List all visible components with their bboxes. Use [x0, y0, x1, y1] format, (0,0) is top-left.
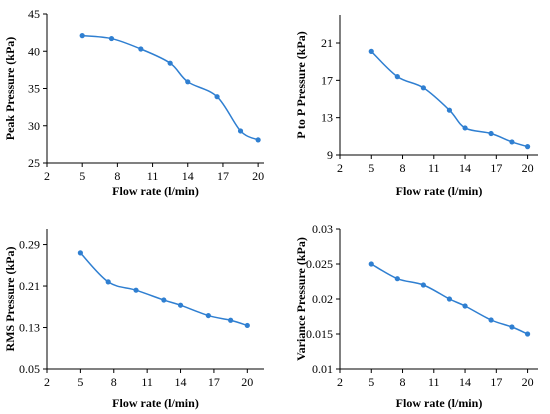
x-tick-label: 14 — [459, 161, 471, 175]
x-tick-label: 14 — [459, 375, 471, 389]
x-tick-label: 17 — [490, 375, 502, 389]
y-tick-label: 35 — [28, 82, 40, 96]
x-tick-label: 20 — [241, 375, 253, 389]
x-tick-label: 11 — [428, 375, 440, 389]
data-point — [446, 296, 453, 302]
x-tick-label: 8 — [111, 375, 117, 389]
y-tick-label: 40 — [28, 44, 40, 58]
x-axis-title: Flow rate (l/min) — [112, 396, 199, 410]
y-axis-title: RMS Pressure (kPa) — [3, 247, 17, 352]
y-tick-label: 17 — [321, 73, 333, 87]
x-tick-label: 14 — [182, 169, 194, 183]
x-tick-label: 14 — [175, 375, 187, 389]
data-point — [108, 35, 115, 42]
data-point — [177, 302, 184, 308]
x-tick-label: 5 — [368, 375, 374, 389]
y-axis-title: P to P Pressure (kPa) — [294, 31, 308, 139]
data-point — [133, 287, 139, 293]
x-tick-label: 17 — [490, 161, 502, 175]
x-tick-label: 2 — [337, 161, 343, 175]
x-tick-label: 11 — [428, 161, 440, 175]
data-point — [394, 276, 400, 282]
series-line — [370, 50, 528, 148]
p-to-p-pressure-chart: 2 5 8 11 14 17 20 9 13 17 21 Flow rate (l/min) P to … — [294, 15, 538, 198]
data-point — [524, 144, 531, 150]
x-axis-title: Flow rate (l/min) — [396, 184, 483, 198]
y-tick-label: 0.29 — [19, 238, 40, 252]
y-tick-label: 0.03 — [312, 222, 333, 236]
data-point — [105, 279, 111, 285]
data-point — [394, 74, 400, 80]
data-point — [524, 331, 531, 337]
x-tick-label: 11 — [141, 375, 153, 389]
rms-pressure-chart: 2 5 8 11 14 17 20 0.05 0.13 0.21 0.29 Flow rate (l/… — [3, 229, 264, 410]
data-point — [446, 107, 453, 113]
variance-pressure-chart: 2 5 8 11 14 17 20 0.01 0.015 0.02 0.025 0.03 Flow ra… — [294, 222, 538, 410]
data-point — [255, 137, 261, 143]
x-tick-label: 5 — [368, 161, 374, 175]
y-tick-label: 0.05 — [19, 362, 40, 376]
data-point — [368, 261, 374, 267]
data-point — [205, 312, 211, 319]
data-point — [420, 85, 426, 91]
data-point — [214, 94, 220, 100]
data-point — [185, 79, 191, 85]
x-tick-label: 5 — [79, 169, 85, 183]
data-point — [368, 48, 374, 55]
data-point — [488, 130, 494, 137]
x-axis-title: Flow rate (l/min) — [396, 396, 483, 410]
data-point — [462, 125, 468, 131]
y-tick-label: 0.01 — [312, 362, 333, 376]
y-tick-label: 0.015 — [306, 327, 333, 341]
data-point — [228, 317, 234, 323]
x-tick-label: 2 — [44, 169, 50, 183]
data-point — [244, 322, 250, 329]
x-tick-label: 8 — [400, 161, 406, 175]
data-point — [138, 46, 144, 52]
data-point — [420, 282, 426, 288]
x-tick-label: 20 — [522, 161, 534, 175]
x-tick-label: 11 — [147, 169, 159, 183]
y-axis-title: Variance Pressure (kPa) — [294, 237, 308, 361]
series-line — [79, 252, 248, 327]
data-point — [509, 324, 515, 330]
data-point — [161, 297, 167, 303]
y-tick-label: 0.025 — [306, 257, 333, 271]
data-point — [77, 250, 83, 256]
x-tick-label: 2 — [337, 375, 343, 389]
x-tick-label: 5 — [77, 375, 83, 389]
y-tick-label: 0.21 — [19, 279, 40, 293]
y-tick-label: 21 — [321, 36, 333, 50]
data-point — [237, 128, 244, 134]
series-line — [82, 34, 259, 141]
x-tick-label: 20 — [252, 169, 264, 183]
y-tick-label: 30 — [28, 119, 40, 133]
x-tick-label: 17 — [217, 169, 229, 183]
x-tick-label: 20 — [522, 375, 534, 389]
y-tick-label: 0.13 — [19, 321, 40, 335]
data-point — [79, 33, 85, 39]
y-tick-label: 0.02 — [312, 292, 333, 306]
data-point — [488, 317, 494, 323]
y-tick-label: 25 — [28, 156, 40, 170]
data-point — [509, 139, 515, 145]
y-tick-label: 9 — [327, 148, 333, 162]
x-tick-label: 8 — [114, 169, 120, 183]
x-tick-label: 8 — [400, 375, 406, 389]
y-tick-label: 45 — [28, 7, 40, 21]
y-axis-title: Peak Pressure (kPa) — [3, 37, 17, 141]
data-point — [462, 303, 468, 309]
x-tick-label: 2 — [44, 375, 50, 389]
x-tick-label: 17 — [208, 375, 220, 389]
x-axis-title: Flow rate (l/min) — [112, 184, 199, 198]
data-point — [167, 60, 173, 66]
y-tick-label: 13 — [321, 111, 333, 125]
